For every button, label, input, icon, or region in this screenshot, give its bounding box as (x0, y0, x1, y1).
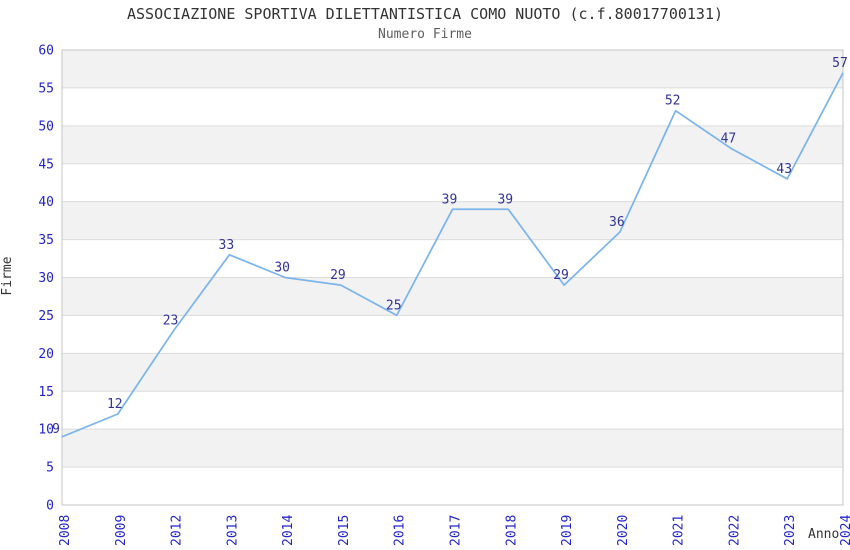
y-tick-label: 60 (38, 44, 54, 59)
y-tick-label: 30 (38, 271, 54, 286)
plot-band (62, 467, 843, 505)
x-tick-label: 2014 (281, 515, 296, 546)
x-tick-label: 2017 (449, 515, 464, 546)
y-tick-label: 25 (38, 309, 54, 324)
y-tick-label: 55 (38, 81, 54, 96)
data-label: 52 (665, 94, 681, 109)
data-label: 29 (330, 268, 346, 283)
x-tick-label: 2013 (225, 515, 240, 546)
y-tick-label: 40 (38, 195, 54, 210)
plot-border (61, 49, 844, 506)
plot-band (62, 163, 843, 202)
data-label: 47 (721, 132, 737, 147)
plot-band (62, 201, 843, 240)
plot-band (62, 353, 843, 392)
y-tick-label: 0 (46, 499, 54, 514)
data-label: 30 (274, 261, 290, 276)
plot-band (62, 391, 843, 430)
x-tick-label: 2018 (504, 515, 519, 546)
data-label: 39 (497, 192, 513, 207)
x-tick-label: 2021 (672, 515, 687, 546)
data-label: 36 (609, 215, 625, 230)
y-tick-label: 10 (38, 423, 54, 438)
x-axis-title: Anno (808, 527, 840, 542)
x-tick-label: 2012 (170, 515, 185, 546)
chart-subtitle: Numero Firme (378, 27, 472, 42)
x-tick-label: 2023 (783, 515, 798, 546)
x-tick-label: 2015 (337, 515, 352, 546)
data-label: 33 (219, 238, 235, 253)
data-label: 12 (107, 397, 123, 412)
y-tick-label: 20 (38, 347, 54, 362)
data-label: 57 (832, 56, 848, 71)
y-tick-label: 5 (46, 461, 54, 476)
y-tick-label: 50 (38, 119, 54, 134)
y-tick-label: 15 (38, 385, 54, 400)
data-label: 43 (776, 162, 792, 177)
data-line (61, 72, 844, 438)
chart-title: ASSOCIAZIONE SPORTIVA DILETTANTISTICA CO… (126, 5, 724, 23)
x-tick-label: 2024 (839, 515, 850, 546)
x-tick-label: 2009 (114, 515, 129, 546)
x-tick-label: 2016 (393, 515, 408, 546)
plot-band (62, 50, 843, 88)
plot-band (62, 315, 843, 354)
plot-band (62, 125, 843, 164)
y-tick-label: 35 (38, 233, 54, 248)
plot-band (62, 429, 843, 468)
plot-band (62, 239, 843, 278)
x-tick-label: 2020 (616, 515, 631, 546)
data-label: 9 (52, 422, 60, 437)
data-label: 39 (442, 192, 458, 207)
x-tick-label: 2019 (560, 515, 575, 546)
data-label: 25 (386, 298, 402, 313)
x-tick-label: 2008 (58, 515, 73, 546)
y-tick-label: 45 (38, 157, 54, 172)
data-label: 23 (163, 314, 179, 329)
plot-band (62, 277, 843, 316)
x-tick-label: 2022 (727, 515, 742, 546)
data-label: 29 (553, 268, 569, 283)
plot-band (62, 87, 843, 126)
